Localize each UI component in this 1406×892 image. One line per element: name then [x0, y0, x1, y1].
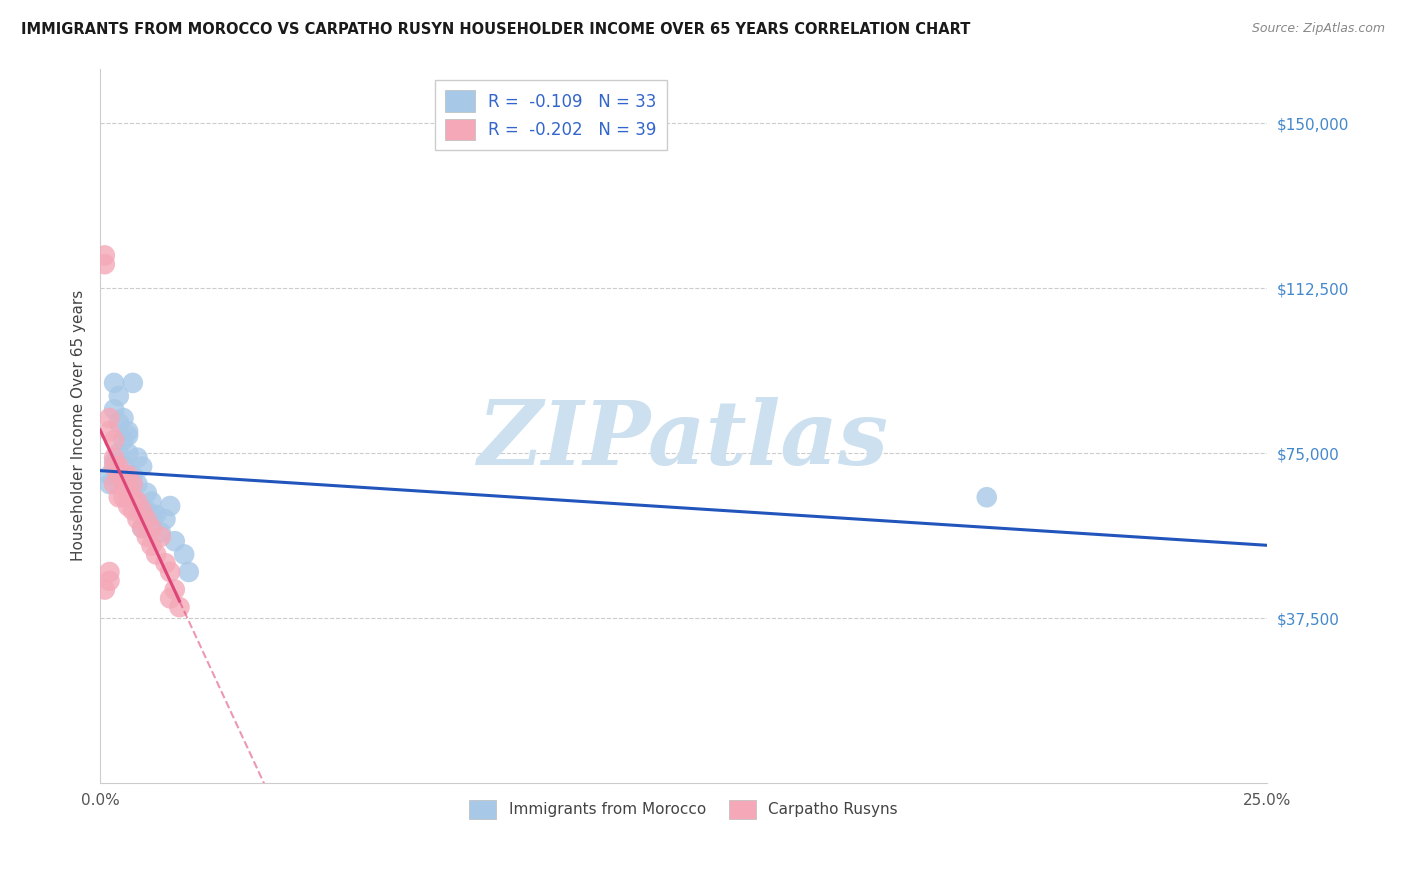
Point — [107, 416, 129, 430]
Point — [135, 512, 157, 526]
Point — [112, 459, 135, 474]
Point — [107, 459, 129, 474]
Point — [98, 574, 121, 588]
Point — [131, 521, 153, 535]
Point — [141, 521, 163, 535]
Text: Source: ZipAtlas.com: Source: ZipAtlas.com — [1251, 22, 1385, 36]
Point — [98, 477, 121, 491]
Point — [107, 446, 129, 460]
Point — [103, 376, 125, 390]
Point — [98, 468, 121, 483]
Point — [112, 477, 135, 491]
Point — [112, 490, 135, 504]
Point — [121, 376, 143, 390]
Point — [112, 468, 135, 483]
Point — [141, 508, 163, 522]
Point — [127, 450, 149, 465]
Point — [163, 534, 186, 549]
Point — [103, 455, 125, 469]
Point — [135, 530, 157, 544]
Point — [117, 468, 139, 483]
Point — [117, 446, 139, 460]
Point — [121, 503, 143, 517]
Point — [121, 468, 143, 483]
Point — [94, 257, 117, 271]
Legend: Immigrants from Morocco, Carpatho Rusyns: Immigrants from Morocco, Carpatho Rusyns — [463, 794, 904, 825]
Point — [149, 530, 172, 544]
Text: IMMIGRANTS FROM MOROCCO VS CARPATHO RUSYN HOUSEHOLDER INCOME OVER 65 YEARS CORRE: IMMIGRANTS FROM MOROCCO VS CARPATHO RUSY… — [21, 22, 970, 37]
Point — [117, 424, 139, 438]
Point — [103, 402, 125, 417]
Point — [107, 490, 129, 504]
Point — [141, 494, 163, 508]
Point — [107, 389, 129, 403]
Y-axis label: Householder Income Over 65 years: Householder Income Over 65 years — [72, 290, 86, 561]
Point — [145, 548, 167, 562]
Point — [94, 248, 117, 262]
Point — [121, 490, 143, 504]
Point — [127, 494, 149, 508]
Point — [145, 508, 167, 522]
Point — [159, 499, 181, 513]
Point — [155, 512, 177, 526]
Point — [127, 512, 149, 526]
Point — [103, 459, 125, 474]
Point — [117, 499, 139, 513]
Point — [163, 582, 186, 597]
Point — [112, 411, 135, 425]
Point — [141, 539, 163, 553]
Point — [159, 565, 181, 579]
Point — [177, 565, 200, 579]
Point — [131, 503, 153, 517]
Point — [98, 424, 121, 438]
Point — [121, 477, 143, 491]
Point — [117, 486, 139, 500]
Point — [103, 450, 125, 465]
Point — [131, 521, 153, 535]
Point — [149, 525, 172, 540]
Point — [976, 490, 998, 504]
Point — [117, 428, 139, 442]
Point — [98, 411, 121, 425]
Point — [112, 433, 135, 447]
Point — [103, 433, 125, 447]
Point — [135, 503, 157, 517]
Point — [155, 556, 177, 570]
Point — [107, 468, 129, 483]
Point — [135, 486, 157, 500]
Text: ZIPatlas: ZIPatlas — [478, 397, 889, 483]
Point — [103, 477, 125, 491]
Point — [127, 477, 149, 491]
Point — [131, 459, 153, 474]
Point — [98, 565, 121, 579]
Point — [159, 591, 181, 606]
Point — [121, 477, 143, 491]
Point — [173, 548, 195, 562]
Point — [169, 600, 191, 615]
Point — [117, 477, 139, 491]
Point — [94, 582, 117, 597]
